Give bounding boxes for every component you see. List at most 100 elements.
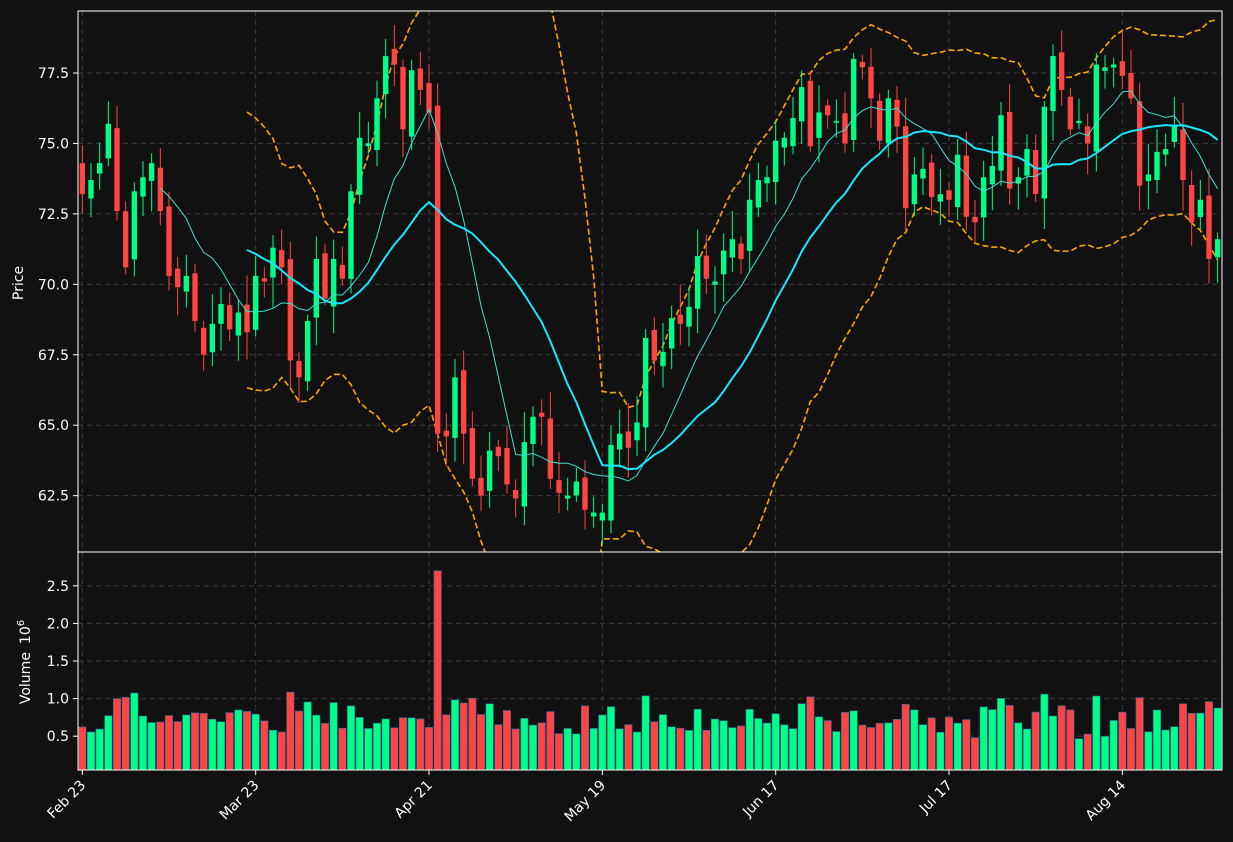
volume-bar (372, 722, 382, 771)
candle-body (1006, 112, 1013, 189)
volume-bar (433, 570, 442, 771)
volume-bar (953, 722, 962, 771)
volume-bar (234, 709, 243, 771)
candle-body (590, 512, 597, 517)
volume-bar (858, 724, 867, 771)
candle-body (790, 118, 796, 147)
volume-bar (104, 715, 113, 771)
volume-bar (754, 718, 763, 771)
volume-bar (970, 737, 980, 771)
volume-bar (676, 727, 685, 771)
candle-body (842, 113, 848, 144)
candle-body (712, 281, 718, 285)
candle-body (339, 264, 346, 279)
fast-ma-line (159, 90, 1219, 482)
candle-body (1136, 101, 1143, 186)
volume-bar (745, 709, 754, 771)
volume-bar (632, 731, 642, 771)
candle-body (79, 163, 86, 195)
candle-body (599, 512, 606, 521)
volume-bar (1109, 720, 1118, 771)
candle-body (408, 70, 415, 137)
volume-bar (1031, 711, 1040, 771)
candle-body (902, 126, 909, 209)
candle-body (1076, 120, 1082, 124)
candle-body (998, 115, 1004, 171)
candle-body (677, 314, 684, 324)
volume-bar (260, 720, 269, 771)
volume-bar (329, 702, 338, 771)
volume-bar (130, 692, 139, 771)
candle-body (720, 250, 727, 275)
candle-body (556, 480, 562, 493)
candle-body (807, 80, 814, 147)
price-ytick-label: 65.0 (38, 418, 69, 434)
volume-bar (494, 724, 503, 771)
price-axis-label: Price (11, 266, 27, 300)
price-ytick-label: 72.5 (38, 207, 69, 223)
candle-body (166, 206, 172, 276)
volume-bar (780, 724, 789, 771)
volume-bar (866, 727, 876, 771)
candle-body (1197, 199, 1204, 218)
candle-body (1171, 126, 1178, 142)
slow-ma-line (246, 124, 1219, 471)
volume-grid (78, 552, 1222, 770)
volume-bar (832, 731, 841, 771)
volume-bar (268, 729, 278, 771)
volume-bar (112, 698, 122, 771)
candle-body (564, 495, 571, 499)
candle-body (400, 66, 406, 130)
volume-bar (242, 711, 252, 771)
volume-bar (693, 708, 702, 771)
volume-bar (121, 696, 130, 771)
volume-bar (485, 703, 494, 771)
volume-bar (1213, 707, 1222, 771)
candle-body (625, 431, 632, 448)
volume-bar (1161, 729, 1170, 771)
volume-bar (710, 718, 720, 771)
volume-bar (424, 727, 434, 771)
volume-axis-label-text: Volume (18, 652, 34, 704)
volume-bar (1092, 695, 1101, 771)
price-ytick-label: 67.5 (38, 348, 69, 364)
candle-body (781, 137, 788, 148)
candle-body (244, 304, 250, 333)
candle-body (504, 447, 510, 485)
volume-bar (563, 728, 572, 771)
candle-body (920, 168, 926, 179)
volume-bar (771, 713, 780, 771)
candle-body (148, 163, 155, 181)
volume-bar (910, 709, 919, 771)
candle-body (122, 211, 129, 268)
candle-body (1188, 184, 1195, 223)
candle-body (157, 167, 164, 212)
volume-ytick-label: 1.5 (47, 654, 69, 670)
candle-body (512, 489, 519, 499)
candle-body (1128, 73, 1134, 99)
candle-body (963, 155, 970, 217)
candle-body (911, 174, 918, 205)
volume-bar (918, 724, 928, 771)
candle-body (209, 323, 216, 353)
volume-bar (338, 727, 347, 771)
candle-body (296, 360, 302, 378)
volume-bar (1204, 701, 1214, 771)
volume-bar (650, 721, 659, 771)
volume-bar (1057, 705, 1066, 771)
volume-bar (520, 718, 529, 771)
volume-bar (138, 715, 148, 771)
volume-panel: 0.5 1.0 1.5 2.0 2.5 Volume 106 (16, 551, 1223, 771)
volume-bar (615, 728, 624, 771)
candle-body (96, 163, 103, 174)
volume-bar (849, 710, 858, 771)
volume-ytick-label: 1.0 (47, 692, 69, 708)
bollinger-bands (246, 11, 1219, 552)
candle-body (738, 243, 744, 259)
volume-ytick-label: 2.5 (47, 579, 69, 595)
candle-body (859, 61, 866, 68)
volume-y-axis: 0.5 1.0 1.5 2.0 2.5 (47, 579, 78, 745)
volume-bar (502, 710, 512, 771)
volume-bar (173, 721, 182, 771)
volume-bar (1040, 693, 1049, 771)
